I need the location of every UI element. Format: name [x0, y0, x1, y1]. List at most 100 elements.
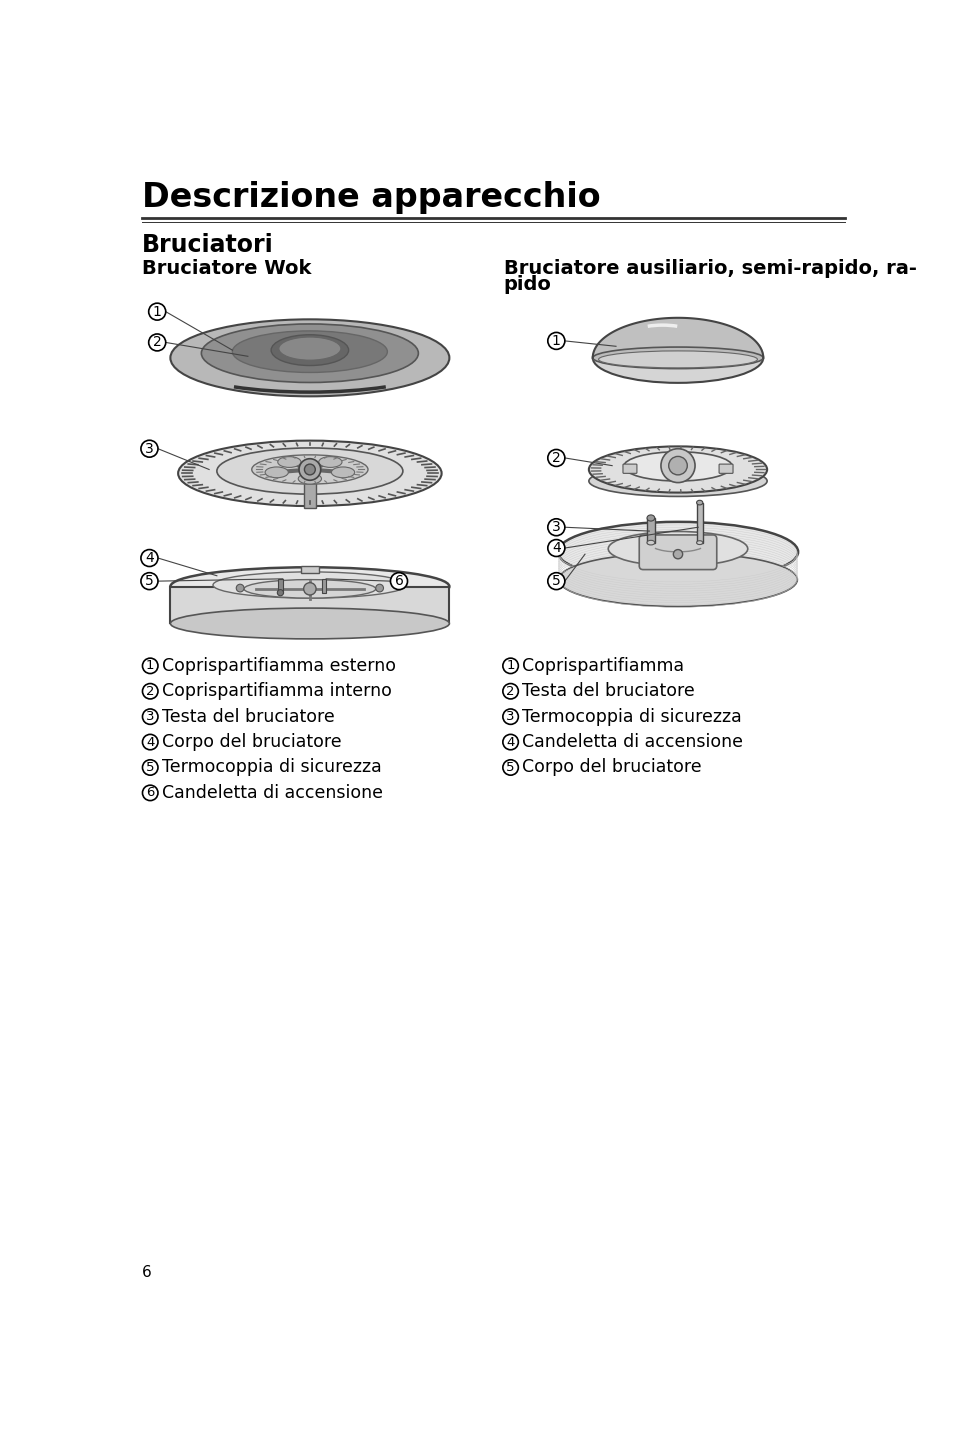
Ellipse shape [202, 324, 419, 382]
Text: 5: 5 [506, 761, 515, 774]
Text: Candeletta di accensione: Candeletta di accensione [162, 784, 383, 802]
Ellipse shape [647, 515, 655, 521]
Text: 6: 6 [142, 1265, 152, 1280]
Ellipse shape [271, 335, 348, 365]
Circle shape [304, 464, 315, 474]
FancyBboxPatch shape [639, 535, 717, 570]
Text: 6: 6 [395, 574, 403, 588]
Circle shape [142, 684, 158, 699]
Text: Corpo del bruciatore: Corpo del bruciatore [522, 758, 702, 776]
Text: 2: 2 [146, 685, 155, 698]
Circle shape [673, 549, 683, 559]
Text: Coprispartifiamma: Coprispartifiamma [522, 658, 684, 675]
Text: 5: 5 [552, 574, 561, 588]
Circle shape [142, 734, 158, 750]
Circle shape [142, 709, 158, 724]
Text: Termocoppia di sicurezza: Termocoppia di sicurezza [522, 708, 742, 725]
Text: 4: 4 [552, 541, 561, 555]
Circle shape [503, 709, 518, 724]
Circle shape [299, 459, 321, 480]
Bar [697, 503, 703, 542]
Circle shape [548, 519, 564, 536]
Ellipse shape [265, 467, 288, 477]
Text: 3: 3 [145, 441, 154, 456]
Circle shape [375, 584, 383, 591]
Text: 2: 2 [552, 451, 561, 464]
Text: Testa del bruciatore: Testa del bruciatore [162, 708, 335, 725]
Ellipse shape [170, 319, 449, 397]
Text: Coprispartifiamma interno: Coprispartifiamma interno [162, 682, 392, 701]
Ellipse shape [277, 457, 301, 467]
Text: Coprispartifiamma esterno: Coprispartifiamma esterno [162, 658, 396, 675]
Ellipse shape [588, 447, 767, 493]
Circle shape [142, 658, 158, 673]
Circle shape [142, 760, 158, 776]
Text: 1: 1 [506, 659, 515, 672]
Text: Termocoppia di sicurezza: Termocoppia di sicurezza [162, 758, 382, 776]
Circle shape [236, 584, 244, 591]
Ellipse shape [588, 466, 767, 496]
Text: 2: 2 [506, 685, 515, 698]
Ellipse shape [599, 350, 757, 368]
Text: 4: 4 [145, 551, 154, 565]
Ellipse shape [609, 532, 748, 567]
Ellipse shape [647, 541, 655, 545]
Circle shape [277, 590, 283, 596]
Circle shape [149, 335, 166, 350]
Circle shape [503, 684, 518, 699]
Bar [647, 518, 655, 542]
Ellipse shape [179, 441, 442, 506]
Ellipse shape [697, 541, 703, 545]
Circle shape [548, 450, 564, 466]
FancyBboxPatch shape [623, 464, 636, 473]
Text: Corpo del bruciatore: Corpo del bruciatore [162, 733, 342, 751]
Ellipse shape [697, 500, 703, 505]
Text: 1: 1 [153, 304, 161, 319]
Text: Bruciatori: Bruciatori [142, 234, 274, 257]
Ellipse shape [319, 457, 342, 467]
Text: 1: 1 [552, 335, 561, 348]
Circle shape [503, 734, 518, 750]
Text: Bruciatore ausiliario, semi-rapido, ra-: Bruciatore ausiliario, semi-rapido, ra- [504, 260, 917, 278]
Text: 1: 1 [146, 659, 155, 672]
Ellipse shape [170, 609, 449, 639]
Text: 2: 2 [153, 336, 161, 349]
Text: Testa del bruciatore: Testa del bruciatore [522, 682, 695, 701]
Ellipse shape [592, 333, 763, 384]
Text: Bruciatore Wok: Bruciatore Wok [142, 260, 311, 278]
Text: Candeletta di accensione: Candeletta di accensione [522, 733, 743, 751]
Text: 5: 5 [145, 574, 154, 588]
FancyBboxPatch shape [719, 464, 733, 473]
Ellipse shape [331, 467, 354, 477]
Text: 3: 3 [552, 521, 561, 534]
Ellipse shape [217, 448, 403, 495]
Ellipse shape [592, 348, 763, 369]
Ellipse shape [213, 572, 407, 598]
Text: 5: 5 [146, 761, 155, 774]
Circle shape [503, 760, 518, 776]
Ellipse shape [559, 552, 798, 607]
Ellipse shape [624, 451, 732, 482]
Ellipse shape [170, 567, 449, 606]
Circle shape [548, 539, 564, 557]
Text: 3: 3 [146, 709, 155, 722]
Ellipse shape [232, 330, 388, 372]
Text: Descrizione apparecchio: Descrizione apparecchio [142, 180, 600, 213]
Circle shape [548, 572, 564, 590]
Circle shape [141, 572, 158, 590]
Text: 3: 3 [506, 709, 515, 722]
Text: pido: pido [504, 274, 551, 294]
Polygon shape [170, 587, 449, 623]
Ellipse shape [252, 454, 368, 485]
Circle shape [149, 303, 166, 320]
Circle shape [548, 333, 564, 349]
Circle shape [391, 572, 408, 590]
Circle shape [669, 457, 687, 474]
Bar [322, 578, 326, 593]
Ellipse shape [278, 337, 341, 360]
Bar [303, 473, 316, 508]
Ellipse shape [558, 522, 798, 583]
Circle shape [141, 549, 158, 567]
Circle shape [503, 658, 518, 673]
Text: 4: 4 [507, 735, 515, 748]
